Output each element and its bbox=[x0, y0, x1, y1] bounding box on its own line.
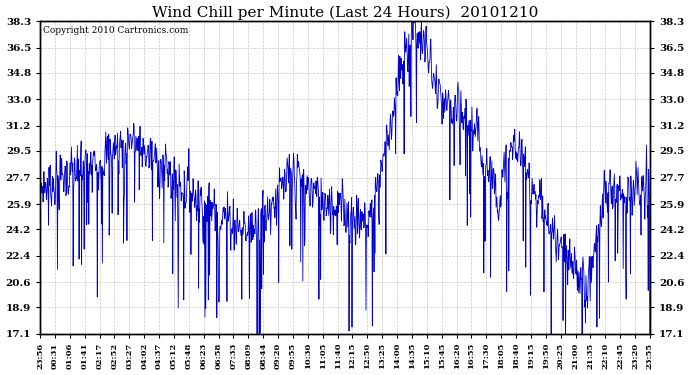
Title: Wind Chill per Minute (Last 24 Hours)  20101210: Wind Chill per Minute (Last 24 Hours) 20… bbox=[152, 6, 538, 20]
Text: Copyright 2010 Cartronics.com: Copyright 2010 Cartronics.com bbox=[43, 26, 188, 35]
